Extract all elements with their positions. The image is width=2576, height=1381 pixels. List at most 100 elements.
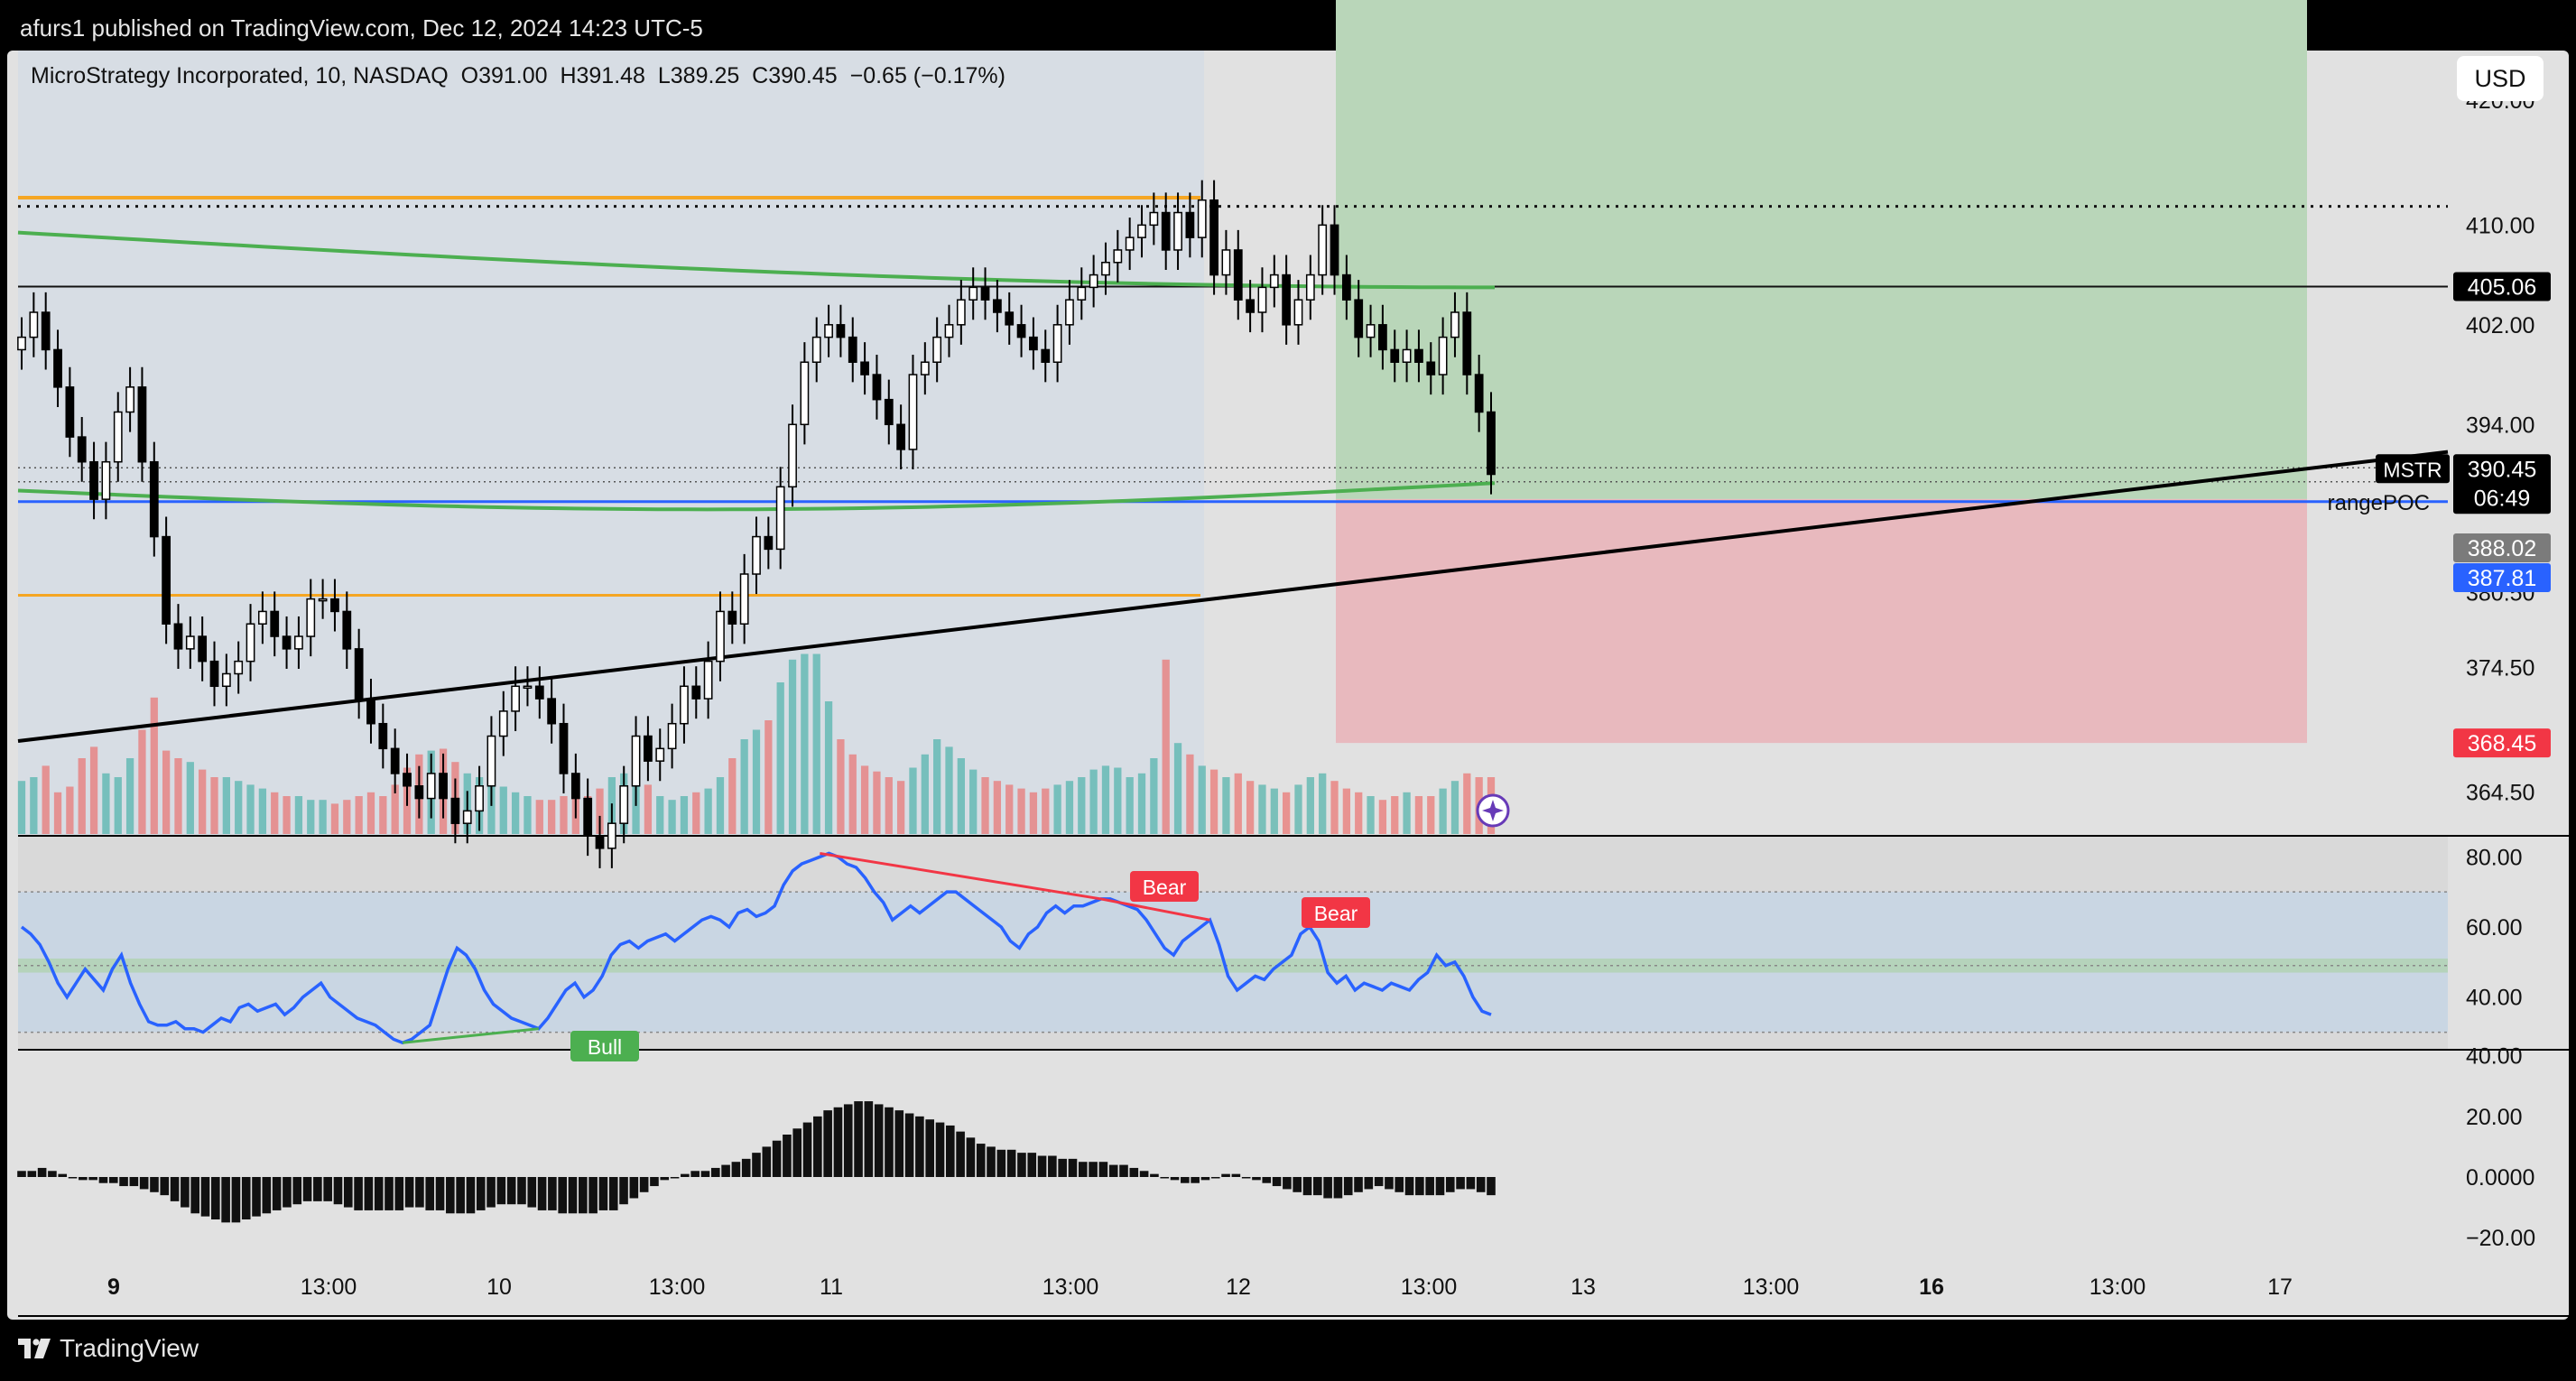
volume-bar <box>1186 754 1194 834</box>
macd-histogram-bar <box>874 1104 884 1177</box>
candle-body <box>631 735 641 787</box>
candle-body <box>1029 336 1038 351</box>
macd-histogram-bar <box>150 1177 159 1192</box>
candle-body <box>1330 224 1339 276</box>
price-axis-tick: 364.50 <box>2466 781 2534 806</box>
bear-divergence-line <box>820 851 1102 901</box>
candle-body <box>968 286 978 301</box>
candle-body <box>1402 348 1412 363</box>
macd-histogram-bar <box>425 1177 435 1210</box>
macd-histogram-bar <box>1476 1177 1486 1192</box>
price-tag-horizontal-bg <box>2453 272 2551 301</box>
macd-histogram-bar <box>466 1177 476 1214</box>
currency-label: USD <box>2474 64 2526 92</box>
macd-histogram-bar <box>976 1144 986 1177</box>
volume-bar <box>391 784 399 834</box>
volume-bar <box>728 758 737 834</box>
rsi-axis-tick: 80.00 <box>2466 845 2523 870</box>
macd-histogram-bar <box>537 1177 547 1210</box>
time-axis-tick: 10 <box>486 1274 512 1300</box>
volume-bar <box>1283 792 1291 834</box>
candle-body <box>403 773 412 787</box>
macd-histogram-bar <box>385 1177 394 1210</box>
price-tag-poc: 387.81 <box>2468 566 2536 591</box>
symbol-legend: MicroStrategy Incorporated, 10, NASDAQ O… <box>31 63 1005 89</box>
volume-bar <box>1246 781 1255 834</box>
macd-histogram-bar <box>1119 1164 1128 1177</box>
candle-body <box>1161 211 1171 251</box>
macd-histogram-bar <box>170 1177 180 1201</box>
vwap-upper-band <box>17 230 1496 290</box>
publisher-text: afurs1 published on TradingView.com, Dec… <box>20 14 703 42</box>
macd-histogram-bar <box>292 1177 302 1205</box>
macd-histogram-bar <box>374 1177 384 1210</box>
macd-histogram-bar <box>1068 1158 1078 1177</box>
close-value: 390.45 <box>768 63 838 88</box>
volume-bar <box>294 796 303 834</box>
time-axis-tick: 13:00 <box>1743 1274 1800 1300</box>
macd-histogram-bar <box>1129 1167 1139 1177</box>
volume-bar <box>343 800 351 834</box>
volume-bar <box>945 746 953 834</box>
candle-body <box>764 535 774 551</box>
volume-bar <box>764 720 773 834</box>
volume-bar <box>692 792 700 834</box>
macd-histogram-bar <box>231 1177 241 1223</box>
tradingview-logo[interactable]: TradingView <box>18 1334 199 1363</box>
price-axis-tick: 410.00 <box>2466 213 2534 238</box>
macd-histogram-bar <box>1139 1171 1149 1177</box>
volume-bar <box>271 792 279 834</box>
bull-divergence-line <box>402 1027 539 1044</box>
macd-histogram-bar <box>731 1162 741 1177</box>
candle-body <box>872 374 882 401</box>
candle-body <box>1041 348 1051 363</box>
volume-bar <box>860 765 869 834</box>
session-zone <box>18 51 1204 836</box>
candle-body <box>41 311 51 351</box>
macd-histogram-bar <box>160 1177 170 1196</box>
macd-histogram-bar <box>343 1177 353 1208</box>
candle-body <box>354 648 364 700</box>
macd-histogram-bar <box>752 1153 761 1177</box>
macd-histogram-bar <box>813 1116 822 1177</box>
macd-histogram-bar <box>435 1177 445 1210</box>
macd-histogram-bar <box>823 1110 832 1177</box>
candle-body <box>1185 211 1195 238</box>
candle-body <box>1282 273 1292 326</box>
volume-bar <box>632 781 640 834</box>
volume-bar <box>330 803 339 834</box>
macd-histogram-bar <box>1078 1162 1088 1177</box>
macd-histogram-bar <box>456 1177 465 1214</box>
macd-histogram-bar <box>608 1177 618 1210</box>
macd-histogram-bar <box>119 1177 128 1187</box>
candle-body <box>1450 311 1459 338</box>
symbol-tag: MSTR <box>2383 458 2442 481</box>
sparkle-icon <box>1482 800 1504 821</box>
volume-bar <box>235 781 243 834</box>
price-tag-poc-bg <box>2453 563 2551 592</box>
candle-body <box>944 324 954 338</box>
time-axis-tick: 17 <box>2267 1274 2293 1300</box>
candle-body <box>860 361 869 375</box>
candle-body <box>1065 299 1074 326</box>
volume-bar <box>150 697 158 834</box>
bull-label: Bull <box>588 1035 622 1059</box>
volume-bar <box>656 796 664 834</box>
volume-bar <box>1173 743 1182 834</box>
candle-body <box>680 685 689 725</box>
open-value: 391.00 <box>478 63 548 88</box>
volume-bar <box>740 739 748 834</box>
macd-histogram-bar <box>1170 1177 1180 1181</box>
macd-histogram-bar <box>1058 1158 1067 1177</box>
macd-histogram-bar <box>1435 1177 1445 1196</box>
currency-button[interactable]: USD <box>2457 56 2544 101</box>
macd-histogram-bar <box>1108 1164 1118 1177</box>
macd-histogram-bar <box>1017 1153 1026 1177</box>
volume-bar <box>668 800 676 834</box>
candle-body <box>475 785 484 812</box>
macd-histogram-bar <box>741 1158 751 1177</box>
candle-body <box>1016 324 1026 338</box>
candle-body <box>523 685 533 690</box>
time-axis-tick: 13:00 <box>649 1274 706 1300</box>
